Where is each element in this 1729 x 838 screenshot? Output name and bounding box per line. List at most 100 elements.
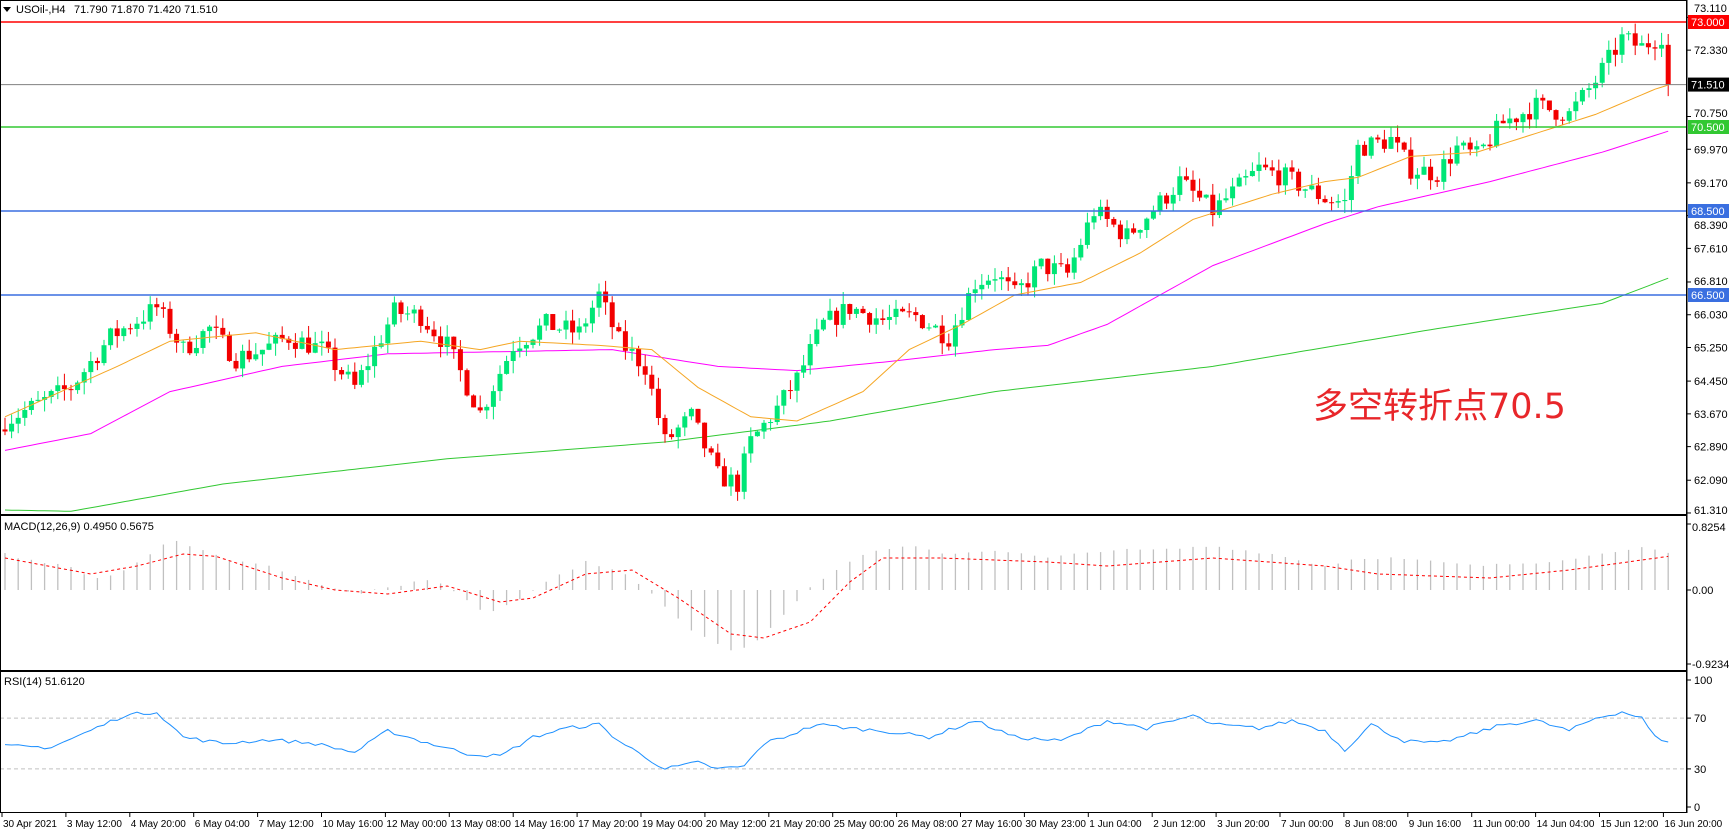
candle: [1084, 212, 1090, 249]
candle-body: [1164, 195, 1170, 204]
candle: [233, 353, 239, 372]
candle: [702, 422, 708, 458]
candle-body: [319, 341, 325, 344]
candle: [840, 291, 846, 329]
candle: [939, 315, 945, 355]
candle: [1414, 168, 1420, 190]
candle-body: [596, 291, 602, 308]
candle-body: [642, 366, 648, 375]
candle-body: [444, 336, 450, 347]
candle: [1190, 170, 1196, 202]
candle: [1144, 217, 1150, 239]
candle-body: [1395, 136, 1401, 143]
candle-body: [1474, 146, 1480, 150]
time-tick-label: 8 Jun 08:00: [1345, 819, 1398, 830]
candle: [543, 313, 549, 331]
candle-body: [1553, 110, 1559, 120]
candle: [952, 313, 958, 357]
ma-mid-line: [4, 130, 1669, 451]
candle: [1348, 165, 1354, 213]
level-price-label: 68.500: [1691, 206, 1725, 218]
candle-body: [669, 434, 675, 438]
candle-body: [451, 336, 457, 350]
candle-body: [213, 326, 219, 328]
candle-body: [61, 385, 67, 390]
candle-body: [1593, 82, 1599, 89]
candle: [1626, 31, 1632, 41]
candle: [1342, 188, 1348, 214]
candle-body: [299, 337, 305, 349]
rsi-panel[interactable]: 100 70 30 0: [0, 675, 1712, 814]
candle-body: [616, 327, 622, 332]
candle-body: [1513, 118, 1519, 123]
candle-body: [160, 307, 166, 309]
time-tick-label: 14 May 16:00: [514, 819, 575, 830]
candle: [517, 336, 523, 358]
candle: [1606, 40, 1612, 75]
candle: [1177, 166, 1183, 202]
candle: [35, 391, 41, 402]
price-tick-label: 61.310: [1694, 505, 1728, 517]
candle: [735, 470, 741, 501]
candle: [801, 354, 807, 378]
price-tick-label: 64.450: [1694, 376, 1728, 388]
candle: [1111, 216, 1117, 228]
candle-body: [1335, 201, 1341, 203]
candle: [919, 314, 925, 330]
candle: [550, 313, 556, 331]
candle: [636, 345, 642, 377]
candle-body: [1150, 211, 1156, 219]
candle: [1645, 33, 1651, 55]
candle: [761, 419, 767, 439]
candle: [431, 321, 437, 342]
candle-body: [748, 436, 754, 454]
candle: [1480, 143, 1486, 149]
candle-body: [708, 448, 714, 453]
candle-body: [1012, 281, 1018, 286]
candle-body: [1230, 186, 1236, 199]
candle-body: [827, 310, 833, 320]
candle-body: [75, 382, 81, 391]
candle: [1315, 177, 1321, 205]
candle: [411, 304, 417, 323]
candle-body: [22, 410, 28, 418]
macd-panel[interactable]: 0.8254 0.00 -0.9234: [4, 522, 1729, 671]
dropdown-arrow-icon[interactable]: [3, 7, 11, 12]
time-tick-label: 9 Jun 16:00: [1409, 819, 1462, 830]
candle-body: [1032, 266, 1038, 288]
candle: [1012, 272, 1018, 289]
candle: [220, 318, 226, 339]
candle-body: [1381, 139, 1387, 149]
candle-body: [233, 360, 239, 369]
candle: [1078, 238, 1084, 261]
candle: [721, 458, 727, 487]
candle: [814, 318, 820, 347]
candle-body: [312, 343, 318, 353]
candle: [1355, 139, 1361, 185]
candle: [622, 320, 628, 360]
candle: [873, 308, 879, 334]
price-panel[interactable]: 73.110 72.330 70.750 69.970 69.170 68.390 67.6…: [0, 0, 1729, 813]
candle: [1395, 125, 1401, 153]
candle-body: [847, 304, 853, 314]
time-tick-label: 13 May 08:00: [450, 819, 511, 830]
candle-body: [279, 334, 285, 339]
candle-body: [893, 308, 899, 317]
candle: [477, 395, 483, 413]
candle: [94, 357, 100, 371]
candle-body: [292, 342, 298, 349]
time-tick-label: 21 May 20:00: [770, 819, 831, 830]
rsi-label: RSI(14) 51.6120: [4, 676, 85, 688]
time-tick-label: 15 Jun 12:00: [1601, 819, 1659, 830]
candle: [787, 380, 793, 400]
candle: [1434, 176, 1440, 187]
candle: [1579, 87, 1585, 105]
candle-body: [1520, 114, 1526, 123]
candle: [405, 306, 411, 321]
candle: [1256, 152, 1262, 182]
candle-body: [1414, 174, 1420, 179]
candle-body: [952, 325, 958, 347]
candle-body: [391, 302, 397, 325]
